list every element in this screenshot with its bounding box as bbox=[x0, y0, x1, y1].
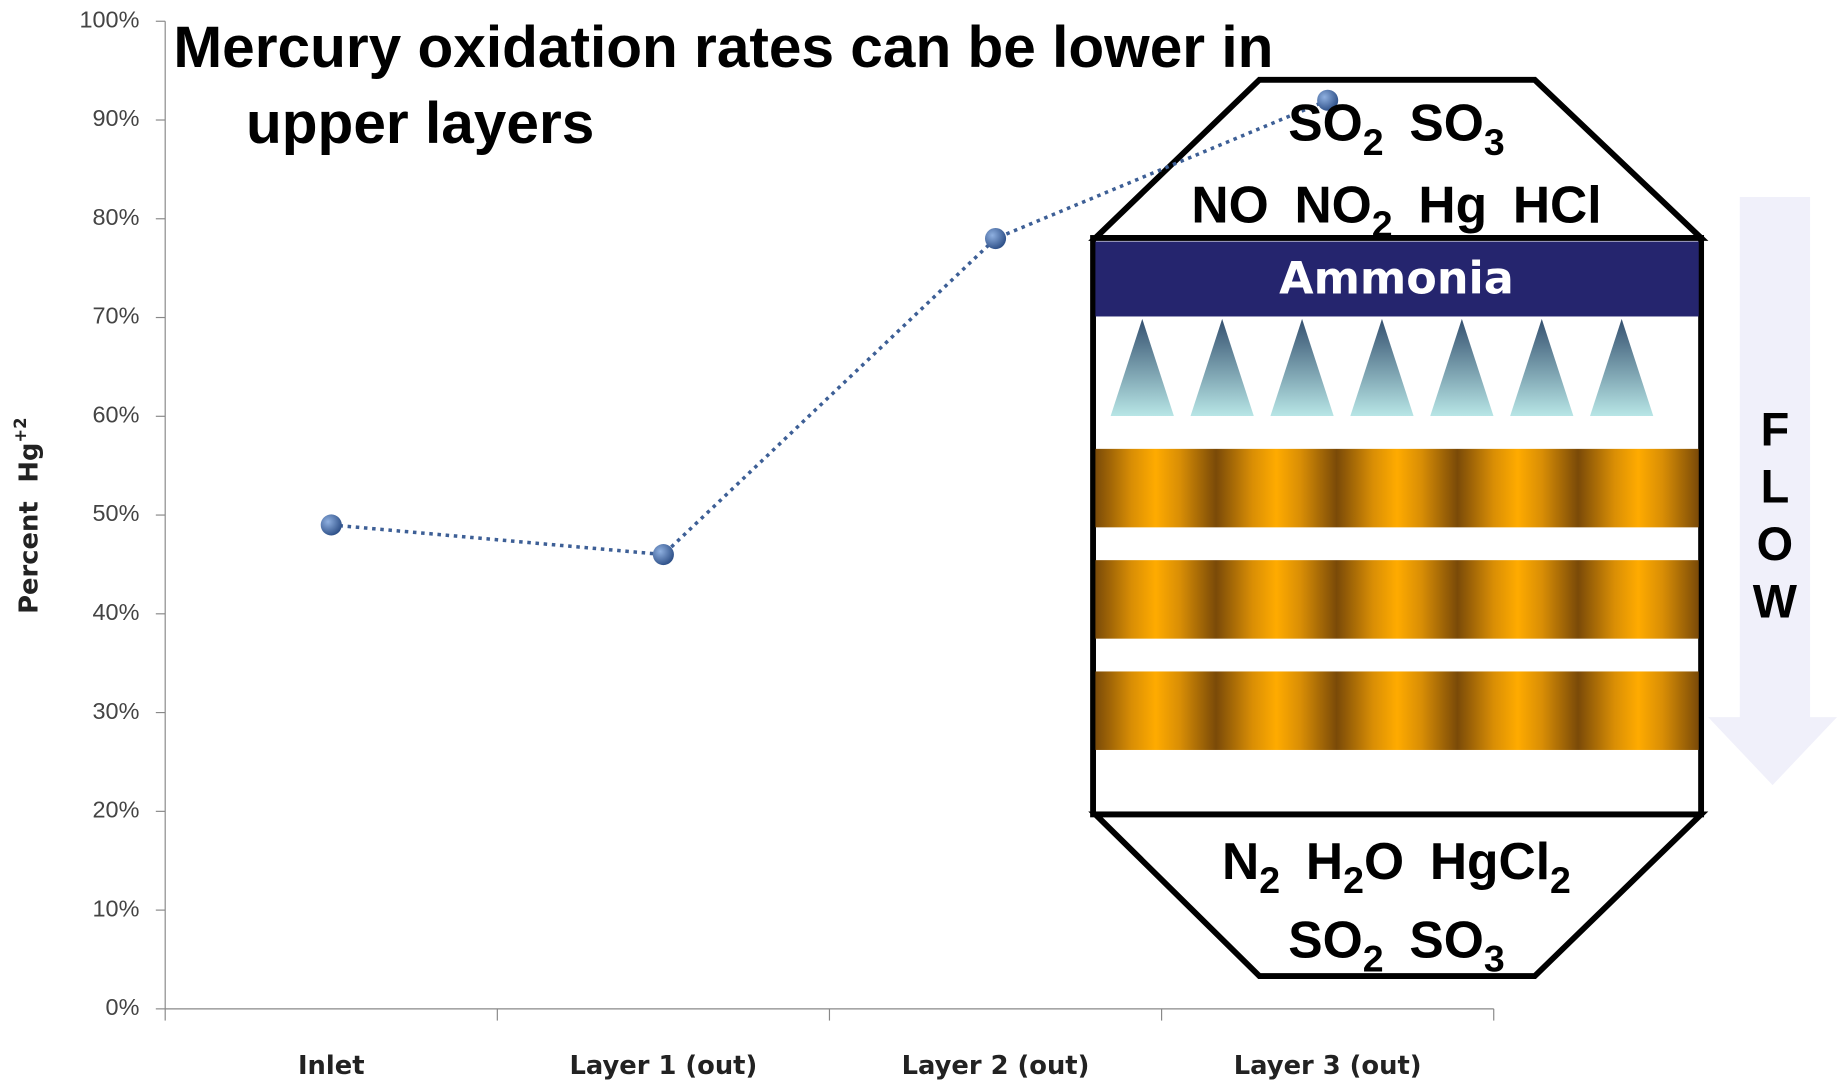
formula-text: SO bbox=[1288, 94, 1362, 152]
catalyst-layer bbox=[1095, 448, 1699, 528]
injector bbox=[1590, 318, 1654, 417]
data-point bbox=[652, 544, 674, 566]
formula-text: HCl bbox=[1513, 176, 1602, 234]
reactor-top bbox=[1088, 76, 1709, 241]
formula-text: Hg bbox=[1418, 176, 1487, 234]
y-tick-label: 50% bbox=[93, 500, 140, 526]
formula-subscript: 2 bbox=[1550, 859, 1571, 901]
formula-subscript: 2 bbox=[1363, 121, 1384, 163]
reactor: Ammonia bbox=[1088, 76, 1709, 979]
injector bbox=[1510, 318, 1574, 417]
formula-subscript: 3 bbox=[1484, 121, 1505, 163]
data-point bbox=[320, 514, 342, 536]
y-tick-label: 0% bbox=[106, 994, 140, 1020]
injector bbox=[1110, 318, 1174, 417]
formula-line: SO2 SO3 bbox=[1288, 910, 1504, 979]
y-tick-label: 10% bbox=[93, 895, 140, 921]
reagent-label: Ammonia bbox=[1279, 253, 1514, 304]
y-tick-label: 100% bbox=[80, 6, 140, 32]
formula-text: NO bbox=[1294, 176, 1371, 234]
injector bbox=[1430, 318, 1494, 417]
formula-subscript: 2 bbox=[1372, 203, 1393, 245]
y-label-species: Hg bbox=[14, 443, 44, 483]
formula-subscript: 2 bbox=[1363, 937, 1384, 979]
y-tick-label: 40% bbox=[93, 599, 140, 625]
y-tick-label: 80% bbox=[93, 204, 140, 230]
formula-subscript: 2 bbox=[1343, 859, 1364, 901]
y-label-charge: +2 bbox=[11, 417, 30, 442]
injector bbox=[1190, 318, 1254, 417]
x-tick-label: Layer 1 (out) bbox=[570, 1051, 758, 1081]
axes: 0% 10% 20% 30% 40% 50% 60% 70% 80% 90% 100% Inlet La… bbox=[11, 6, 1495, 1081]
data-line bbox=[331, 98, 1329, 557]
reactor-bottom bbox=[1088, 811, 1709, 979]
ammonia-band bbox=[1095, 241, 1699, 317]
flow-letter: O bbox=[1757, 518, 1793, 570]
formula-text: H bbox=[1306, 832, 1343, 890]
formula-subscript: 2 bbox=[1259, 859, 1280, 901]
y-label-text: Percent bbox=[14, 501, 44, 613]
injector bbox=[1350, 318, 1414, 417]
data-point bbox=[1317, 89, 1339, 111]
x-tick-label: Layer 2 (out) bbox=[902, 1051, 1090, 1081]
data-point bbox=[984, 227, 1007, 250]
formula-text: HgCl bbox=[1430, 832, 1550, 890]
formula-text: O bbox=[1364, 832, 1404, 890]
chart-title: Mercury oxidation rates can be lower in bbox=[173, 15, 1273, 80]
flow-arrow bbox=[1708, 196, 1837, 786]
flow-letter: L bbox=[1761, 461, 1790, 513]
y-tick-label: 70% bbox=[93, 303, 140, 329]
flow-letter: W bbox=[1753, 576, 1798, 628]
formula-line: NO NO2 Hg HCl bbox=[1191, 176, 1601, 245]
formula-text: SO bbox=[1288, 910, 1362, 968]
formula-text: NO bbox=[1191, 176, 1268, 234]
y-tick-label: 30% bbox=[93, 698, 140, 724]
catalyst-layer bbox=[1095, 671, 1699, 750]
formula-text: SO bbox=[1409, 94, 1483, 152]
y-tick-label: 90% bbox=[93, 105, 140, 131]
y-axis-label: Percent Hg+2 bbox=[11, 417, 45, 613]
x-tick-label: Inlet bbox=[298, 1051, 365, 1081]
formula-subscript: 3 bbox=[1484, 937, 1505, 979]
chart-title: upper layers bbox=[246, 91, 594, 156]
formula-text: N bbox=[1222, 832, 1259, 890]
injectors bbox=[1110, 318, 1654, 417]
flow-letter: F bbox=[1761, 403, 1790, 455]
y-tick-label: 20% bbox=[93, 797, 140, 823]
injector bbox=[1270, 318, 1334, 417]
formula-line: N2 H2O HgCl2 bbox=[1222, 832, 1571, 901]
formula-text: SO bbox=[1409, 910, 1483, 968]
catalyst-layer bbox=[1095, 560, 1699, 639]
y-tick-label: 60% bbox=[93, 401, 140, 427]
x-tick-label: Layer 3 (out) bbox=[1234, 1051, 1422, 1081]
formula-line: SO2 SO3 bbox=[1288, 94, 1504, 163]
